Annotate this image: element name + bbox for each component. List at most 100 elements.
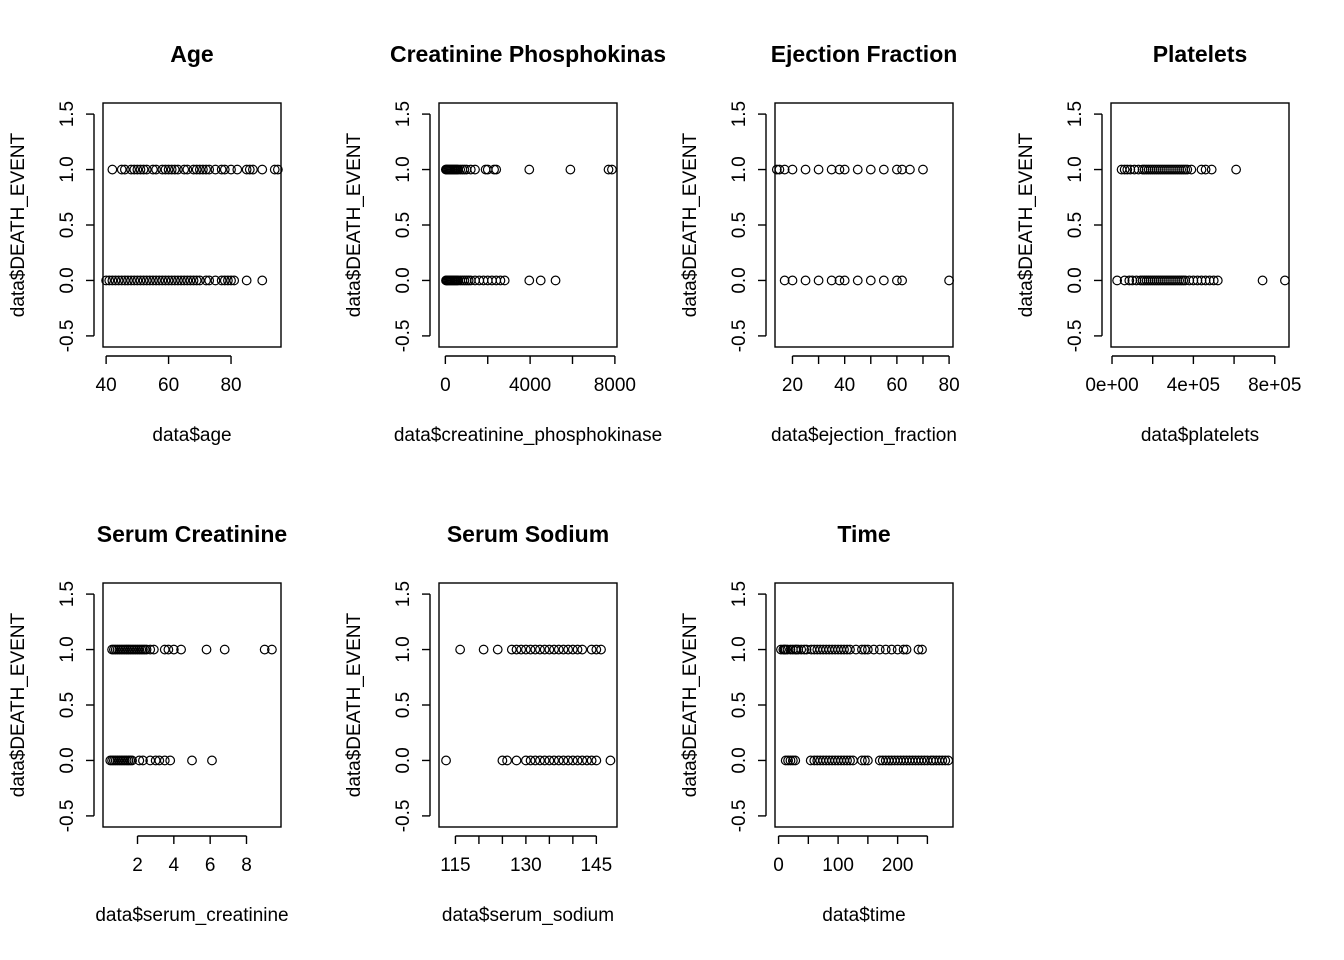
- data-point: [1186, 164, 1197, 175]
- series-2: [779, 275, 954, 286]
- panel-title: Platelets: [1153, 41, 1248, 67]
- data-point: [901, 644, 912, 655]
- y-tick-label: 1.5: [1065, 101, 1086, 127]
- panel-title: Ejection Fraction: [771, 41, 958, 67]
- data-point: [135, 164, 146, 175]
- data-point: [154, 755, 165, 766]
- data-point: [1122, 164, 1133, 175]
- data-point: [1182, 164, 1193, 175]
- data-point: [159, 755, 170, 766]
- data-point: [524, 164, 535, 175]
- data-point: [148, 164, 158, 175]
- data-point: [535, 275, 546, 286]
- data-point: [774, 164, 785, 175]
- data-point: [169, 164, 180, 175]
- data-point: [187, 755, 197, 766]
- x-tick-label: 115: [440, 855, 470, 876]
- y-tick-label: 1.5: [729, 101, 750, 127]
- data-point: [940, 755, 951, 766]
- data-point: [944, 275, 954, 286]
- data-point: [499, 275, 510, 286]
- data-point: [173, 164, 183, 175]
- data-point: [134, 755, 145, 766]
- data-point: [553, 644, 564, 655]
- data-point: [107, 275, 118, 286]
- data-point: [138, 275, 149, 286]
- data-point: [269, 164, 280, 175]
- data-point: [1231, 164, 1242, 175]
- data-point: [216, 275, 227, 286]
- data-point: [839, 164, 850, 175]
- data-point: [194, 164, 205, 175]
- x-tick-label: 60: [886, 375, 907, 396]
- data-point: [898, 644, 909, 655]
- data-point: [862, 644, 873, 655]
- data-point: [188, 275, 199, 286]
- data-point: [891, 275, 902, 286]
- x-axis-label: data$serum_creatinine: [95, 905, 288, 926]
- series-2: [441, 755, 616, 766]
- y-axis-label: data$DEATH_EVENT: [344, 612, 365, 797]
- data-point: [116, 164, 127, 175]
- x-tick-label: 4: [169, 855, 180, 876]
- x-axis-label: data$creatinine_phosphokinase: [394, 425, 662, 446]
- panel-7: Time 0 100 200 -0.5 0.0 0.5 1.0 1.5 data$time data…: [680, 521, 954, 926]
- data-point: [491, 164, 502, 175]
- data-point: [834, 275, 845, 286]
- data-point: [787, 164, 798, 175]
- x-tick-label: 145: [580, 855, 612, 876]
- y-tick-label: 1.0: [57, 636, 78, 662]
- data-point: [157, 275, 168, 286]
- data-point: [539, 644, 550, 655]
- data-point: [229, 275, 240, 286]
- data-point: [1124, 275, 1135, 286]
- x-tick-label: 40: [96, 375, 117, 396]
- data-point: [607, 164, 617, 175]
- series-1: [455, 644, 606, 655]
- data-point: [1206, 164, 1217, 175]
- data-point: [1119, 275, 1130, 286]
- data-point: [219, 164, 230, 175]
- data-point: [779, 164, 790, 175]
- y-tick-label: 0.5: [729, 692, 750, 718]
- data-point: [549, 755, 559, 766]
- data-point: [201, 275, 211, 286]
- data-point: [852, 164, 863, 175]
- data-point: [157, 164, 168, 175]
- data-point: [868, 644, 879, 655]
- y-tick-label: 0.0: [729, 267, 750, 293]
- data-point: [194, 275, 205, 286]
- data-point: [577, 644, 588, 655]
- y-tick-label: 1.0: [729, 636, 750, 662]
- data-point: [596, 644, 606, 655]
- data-point: [478, 644, 489, 655]
- data-point: [785, 755, 796, 766]
- data-point: [160, 275, 171, 286]
- series-2: [441, 275, 561, 286]
- panel-5: Serum Creatinine 2 4 6 8 -0.5 0.0 0.5 1.0 1.5 data…: [8, 521, 289, 926]
- y-tick-label: 1.5: [57, 581, 78, 607]
- data-point: [917, 644, 927, 655]
- plot-frame: [774, 582, 954, 828]
- y-axis-label: data$DEATH_EVENT: [8, 132, 29, 317]
- series-2: [780, 755, 954, 766]
- plot-frame: [1110, 102, 1290, 348]
- data-point: [198, 164, 208, 175]
- x-axis-label: data$time: [822, 905, 905, 926]
- data-point: [141, 275, 152, 286]
- data-point: [465, 164, 476, 175]
- data-point: [525, 755, 536, 766]
- y-tick-label: 0.0: [1065, 267, 1086, 293]
- series-1: [1116, 164, 1242, 175]
- data-point: [1208, 275, 1219, 286]
- data-point: [558, 644, 569, 655]
- y-tick-label: 1.5: [393, 581, 414, 607]
- data-point: [937, 755, 948, 766]
- data-point: [470, 164, 480, 175]
- data-point: [839, 275, 850, 286]
- series-1: [107, 644, 277, 655]
- y-tick-label: 0.5: [1065, 212, 1086, 238]
- data-point: [223, 275, 233, 286]
- data-point: [862, 755, 873, 766]
- data-point: [511, 644, 522, 655]
